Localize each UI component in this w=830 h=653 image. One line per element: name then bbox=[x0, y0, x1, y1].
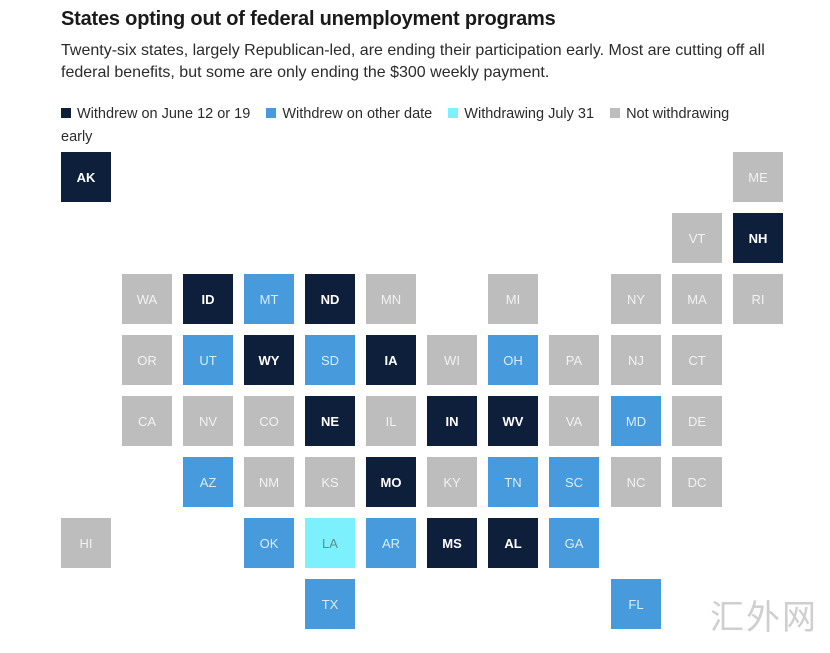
state-tile-dc[interactable]: DC bbox=[672, 457, 722, 507]
legend-label-other: Withdrew on other date bbox=[282, 106, 433, 122]
legend-label-june: Withdrew on June 12 or 19 bbox=[77, 106, 251, 122]
state-tile-ar[interactable]: AR bbox=[366, 518, 416, 568]
state-tile-oh[interactable]: OH bbox=[488, 335, 538, 385]
state-tile-wi[interactable]: WI bbox=[427, 335, 477, 385]
state-tile-al[interactable]: AL bbox=[488, 518, 538, 568]
legend-swatch-july bbox=[448, 108, 459, 118]
state-tile-nm[interactable]: NM bbox=[244, 457, 294, 507]
legend-swatch-june bbox=[61, 108, 71, 118]
state-tile-mo[interactable]: MO bbox=[366, 457, 416, 507]
state-tile-az[interactable]: AZ bbox=[183, 457, 233, 507]
state-tile-sc[interactable]: SC bbox=[549, 457, 599, 507]
state-tile-vt[interactable]: VT bbox=[672, 213, 722, 263]
state-tile-la[interactable]: LA bbox=[305, 518, 355, 568]
state-tile-ak[interactable]: AK bbox=[61, 152, 111, 202]
state-tile-sd[interactable]: SD bbox=[305, 335, 355, 385]
legend-item-june: Withdrew on June 12 or 19 bbox=[61, 106, 250, 122]
state-tile-or[interactable]: OR bbox=[122, 335, 172, 385]
state-tile-wy[interactable]: WY bbox=[244, 335, 294, 385]
state-tile-ct[interactable]: CT bbox=[672, 335, 722, 385]
state-tile-md[interactable]: MD bbox=[611, 396, 661, 446]
state-tile-ca[interactable]: CA bbox=[122, 396, 172, 446]
state-tile-mt[interactable]: MT bbox=[244, 274, 294, 324]
state-tile-va[interactable]: VA bbox=[549, 396, 599, 446]
state-tile-tx[interactable]: TX bbox=[305, 579, 355, 629]
state-tile-co[interactable]: CO bbox=[244, 396, 294, 446]
legend: Withdrew on June 12 or 19 Withdrew on ot… bbox=[61, 103, 761, 149]
state-tile-ia[interactable]: IA bbox=[366, 335, 416, 385]
legend-item-other: Withdrew on other date bbox=[266, 106, 432, 122]
state-tile-nh[interactable]: NH bbox=[733, 213, 783, 263]
state-tile-ga[interactable]: GA bbox=[549, 518, 599, 568]
legend-item-not: Not withdrawing early bbox=[61, 106, 729, 145]
watermark: 汇外网 bbox=[710, 598, 818, 638]
state-tile-nd[interactable]: ND bbox=[305, 274, 355, 324]
chart-subtitle: Twenty-six states, largely Republican-le… bbox=[61, 42, 765, 81]
state-tile-ri[interactable]: RI bbox=[733, 274, 783, 324]
state-tile-ky[interactable]: KY bbox=[427, 457, 477, 507]
state-tile-fl[interactable]: FL bbox=[611, 579, 661, 629]
state-tile-de[interactable]: DE bbox=[672, 396, 722, 446]
state-tile-me[interactable]: ME bbox=[733, 152, 783, 202]
state-tile-in[interactable]: IN bbox=[427, 396, 477, 446]
state-tile-ms[interactable]: MS bbox=[427, 518, 477, 568]
state-tile-ut[interactable]: UT bbox=[183, 335, 233, 385]
state-tile-id[interactable]: ID bbox=[183, 274, 233, 324]
state-tile-ma[interactable]: MA bbox=[672, 274, 722, 324]
state-tile-il[interactable]: IL bbox=[366, 396, 416, 446]
state-tile-mn[interactable]: MN bbox=[366, 274, 416, 324]
state-tile-pa[interactable]: PA bbox=[549, 335, 599, 385]
state-tile-tn[interactable]: TN bbox=[488, 457, 538, 507]
state-tile-ny[interactable]: NY bbox=[611, 274, 661, 324]
state-tile-wa[interactable]: WA bbox=[122, 274, 172, 324]
legend-item-july: Withdrawing July 31 bbox=[448, 106, 594, 122]
chart-title: States opting out of federal unemploymen… bbox=[61, 8, 556, 30]
state-tile-ne[interactable]: NE bbox=[305, 396, 355, 446]
state-tile-mi[interactable]: MI bbox=[488, 274, 538, 324]
state-tile-wv[interactable]: WV bbox=[488, 396, 538, 446]
legend-swatch-other bbox=[266, 108, 277, 118]
state-tile-nj[interactable]: NJ bbox=[611, 335, 661, 385]
state-tile-ks[interactable]: KS bbox=[305, 457, 355, 507]
state-tile-nc[interactable]: NC bbox=[611, 457, 661, 507]
legend-swatch-not bbox=[610, 108, 621, 118]
legend-label-not: Not withdrawing early bbox=[61, 106, 730, 145]
state-tile-hi[interactable]: HI bbox=[61, 518, 111, 568]
state-tile-ok[interactable]: OK bbox=[244, 518, 294, 568]
state-tile-nv[interactable]: NV bbox=[183, 396, 233, 446]
legend-label-july: Withdrawing July 31 bbox=[464, 106, 595, 122]
